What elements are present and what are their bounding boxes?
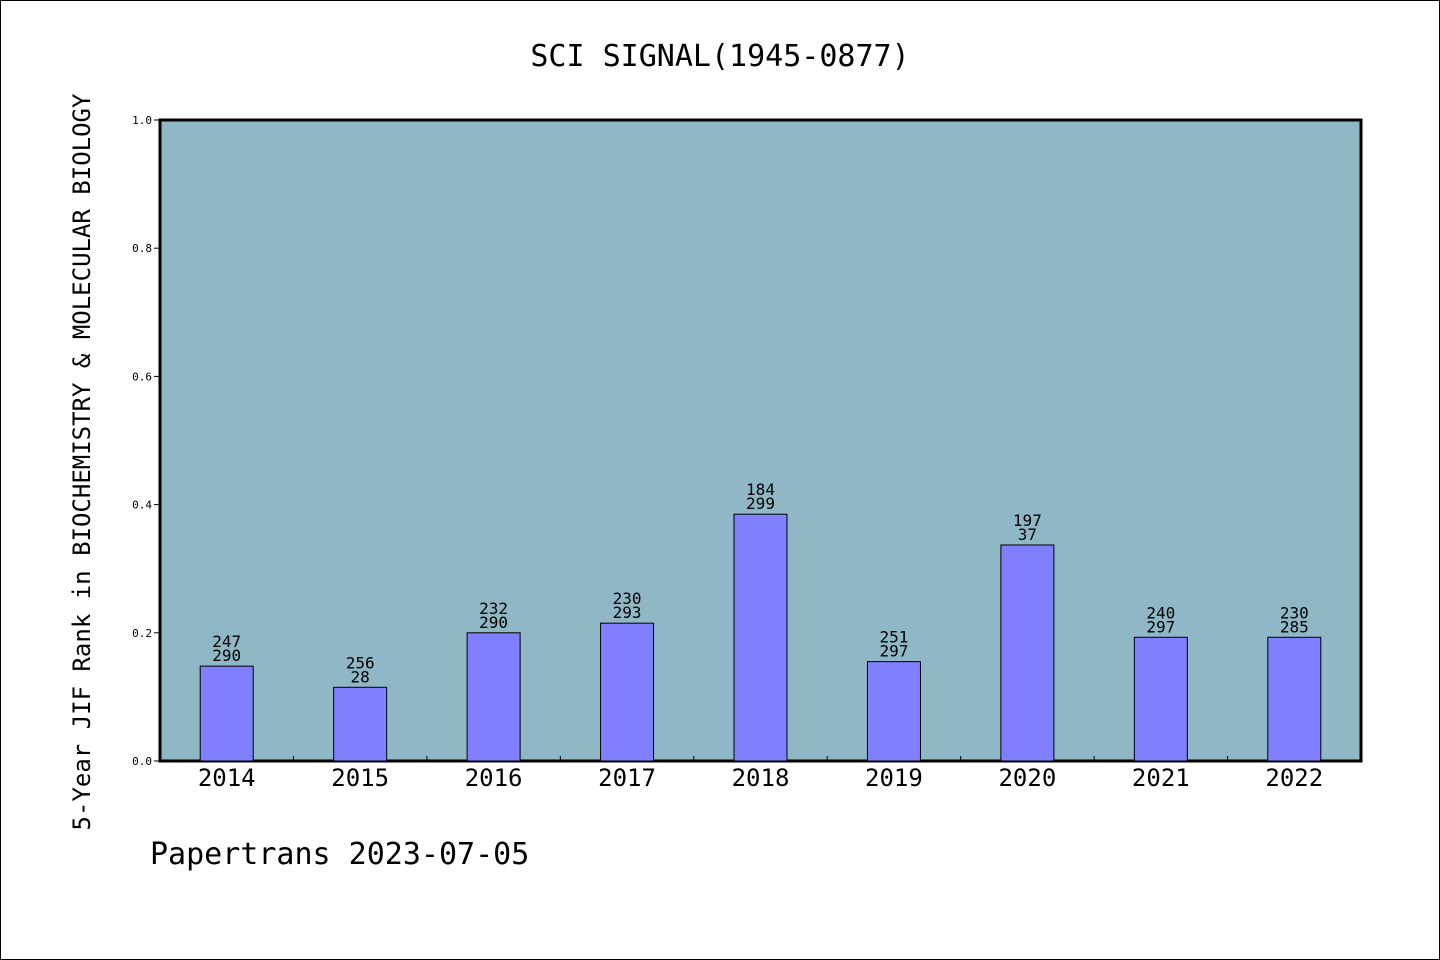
- bar-label-total: 293: [613, 603, 642, 622]
- x-tick-label: 2019: [865, 764, 923, 792]
- x-tick-label: 2017: [598, 764, 656, 792]
- bar-label-rank: 247: [212, 632, 241, 651]
- x-tick-label: 2018: [732, 764, 790, 792]
- bar-label-total: 297: [879, 642, 908, 661]
- bar-2015: [333, 686, 388, 762]
- x-tick-label: 2020: [998, 764, 1056, 792]
- bar-label-rank: 232: [479, 599, 508, 618]
- bar-label-total: 297: [1146, 617, 1175, 636]
- bar-label-total: 37: [1018, 525, 1037, 544]
- bar-label-rank: 256: [346, 653, 375, 672]
- bar-label-rank: 230: [1280, 603, 1309, 622]
- y-tick-label: 1.0: [132, 114, 152, 127]
- bar-label-rank: 230: [613, 589, 642, 608]
- x-tick-label: 2015: [331, 764, 389, 792]
- bar-2019: [866, 661, 921, 762]
- bar-label-rank: 197: [1013, 511, 1042, 530]
- y-tick-label: 0.0: [132, 755, 152, 768]
- bar-label-rank: 240: [1146, 603, 1175, 622]
- y-axis-ticks: 0.0 0.2 0.4 0.6 0.8 1.0: [132, 114, 160, 768]
- y-tick-label: 0.4: [132, 499, 152, 512]
- x-tick-label: 2014: [198, 764, 256, 792]
- bar-2021: [1133, 636, 1188, 762]
- bar-label-total: 28: [351, 667, 370, 686]
- bar-2022: [1267, 636, 1322, 762]
- footer-watermark: Papertrans 2023-07-05: [150, 837, 529, 872]
- x-tick-label: 2022: [1265, 764, 1323, 792]
- y-tick-label: 0.6: [132, 370, 152, 383]
- bar-label-rank: 251: [879, 628, 908, 647]
- bar-2020: [1000, 544, 1055, 762]
- bar-label-rank: 184: [746, 480, 775, 499]
- x-tick-label: 2016: [465, 764, 523, 792]
- bar-label-total: 290: [212, 646, 241, 665]
- bar-2016: [466, 632, 521, 762]
- chart-title: SCI SIGNAL(1945-0877): [530, 39, 909, 74]
- y-tick-label: 0.2: [132, 627, 152, 640]
- bar-label-total: 299: [746, 494, 775, 513]
- y-axis-label: 5-Year JIF Rank in BIOCHEMISTRY & MOLECU…: [68, 93, 96, 830]
- bar-label-total: 285: [1280, 617, 1309, 636]
- bar-2017: [600, 622, 655, 762]
- bar-2018: [733, 513, 788, 762]
- bar-2014: [199, 665, 254, 762]
- x-axis-ticks: 2014 2015 2016 2017 2018 2019 2020 2021 2022: [198, 756, 1323, 792]
- y-tick-label: 0.8: [132, 242, 152, 255]
- x-tick-label: 2021: [1132, 764, 1190, 792]
- bar-label-total: 290: [479, 613, 508, 632]
